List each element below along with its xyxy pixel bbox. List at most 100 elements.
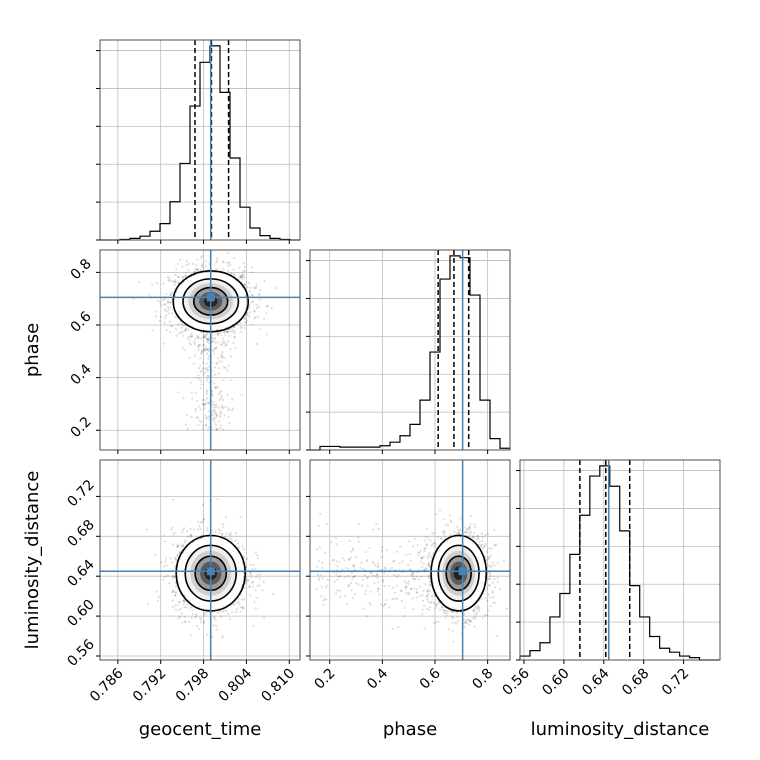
scatter-point: [433, 531, 436, 535]
scatter-point: [176, 553, 179, 556]
scatter-point: [162, 282, 165, 285]
scatter-point: [403, 614, 406, 618]
scatter-point: [189, 527, 192, 531]
scatter-point: [440, 606, 444, 609]
scatter-point: [179, 331, 183, 334]
scatter-point: [317, 577, 320, 580]
scatter-point: [205, 529, 208, 532]
scatter-point: [212, 406, 215, 409]
scatter-point: [222, 379, 225, 382]
scatter-point: [426, 563, 429, 566]
scatter-point: [213, 382, 216, 385]
scatter-point: [474, 605, 477, 608]
scatter-point: [203, 612, 206, 615]
scatter-point: [148, 293, 151, 296]
scatter-point: [197, 374, 200, 377]
scatter-point: [189, 381, 192, 385]
scatter-point: [188, 620, 191, 624]
scatter-point: [490, 547, 493, 550]
scatter-point: [221, 522, 224, 526]
scatter-point: [201, 255, 204, 258]
scatter-point: [221, 355, 224, 358]
scatter-point: [228, 422, 231, 425]
scatter-point: [221, 356, 224, 359]
scatter-point: [430, 544, 433, 547]
scatter-point: [430, 556, 433, 559]
scatter-point: [400, 571, 403, 574]
scatter-point: [496, 577, 499, 580]
scatter-point: [371, 528, 375, 531]
scatter-point: [489, 574, 492, 577]
scatter-point: [413, 587, 416, 590]
scatter-point: [215, 362, 218, 365]
scatter-point: [166, 275, 169, 279]
scatter-point: [244, 582, 247, 585]
scatter-point: [162, 298, 165, 301]
scatter-point: [329, 541, 333, 544]
scatter-point: [474, 526, 477, 529]
scatter-point: [421, 608, 424, 611]
scatter-point: [177, 608, 181, 611]
scatter-point: [337, 575, 340, 578]
scatter-point: [215, 261, 218, 264]
scatter-point: [449, 514, 452, 517]
scatter-point: [423, 547, 426, 550]
scatter-point: [322, 603, 325, 606]
scatter-point: [466, 530, 469, 534]
scatter-point: [181, 347, 184, 350]
scatter-point: [210, 341, 214, 344]
scatter-point: [257, 292, 260, 295]
scatter-point: [316, 565, 319, 568]
scatter-point: [172, 280, 175, 283]
scatter-point: [385, 548, 388, 552]
scatter-point: [204, 336, 207, 339]
scatter-point: [473, 531, 476, 534]
scatter-point: [407, 580, 410, 583]
scatter-point: [380, 555, 383, 559]
scatter-point: [194, 410, 197, 413]
scatter-point: [204, 402, 207, 405]
scatter-point: [348, 539, 351, 542]
scatter-point: [190, 334, 194, 338]
scatter-point: [410, 574, 413, 577]
scatter-point: [425, 527, 428, 531]
scatter-point: [132, 297, 135, 300]
scatter-point: [180, 531, 183, 534]
scatter-point: [186, 427, 189, 430]
scatter-point: [224, 609, 228, 612]
scatter-point: [232, 603, 235, 606]
scatter-point: [362, 607, 365, 610]
scatter-point: [185, 260, 188, 263]
scatter-point: [493, 564, 496, 567]
scatter-point: [227, 407, 230, 410]
scatter-point: [207, 339, 210, 343]
scatter-point: [223, 344, 226, 348]
scatter-point: [205, 633, 209, 636]
scatter-point: [433, 622, 436, 625]
scatter-point: [469, 619, 473, 622]
scatter-point: [489, 566, 492, 569]
scatter-point: [480, 597, 483, 600]
scatter-point: [156, 299, 160, 302]
scatter-point: [369, 590, 372, 593]
scatter-point: [223, 414, 226, 417]
scatter-point: [138, 281, 141, 284]
scatter-point: [411, 545, 415, 548]
scatter-point: [160, 561, 163, 564]
scatter-point: [231, 398, 234, 401]
scatter-point: [256, 303, 259, 306]
scatter-point: [169, 293, 172, 296]
scatter-point: [219, 415, 222, 418]
scatter-point: [203, 619, 206, 623]
scatter-point: [420, 560, 423, 563]
scatter-point: [249, 311, 252, 314]
scatter-point: [468, 619, 471, 623]
scatter-point: [472, 617, 475, 620]
scatter-point: [421, 612, 424, 616]
scatter-point: [195, 263, 198, 266]
scatter-point: [248, 286, 252, 289]
scatter-point: [238, 603, 241, 606]
scatter-point: [353, 564, 356, 568]
scatter-point: [167, 312, 171, 315]
scatter-point: [229, 378, 233, 382]
